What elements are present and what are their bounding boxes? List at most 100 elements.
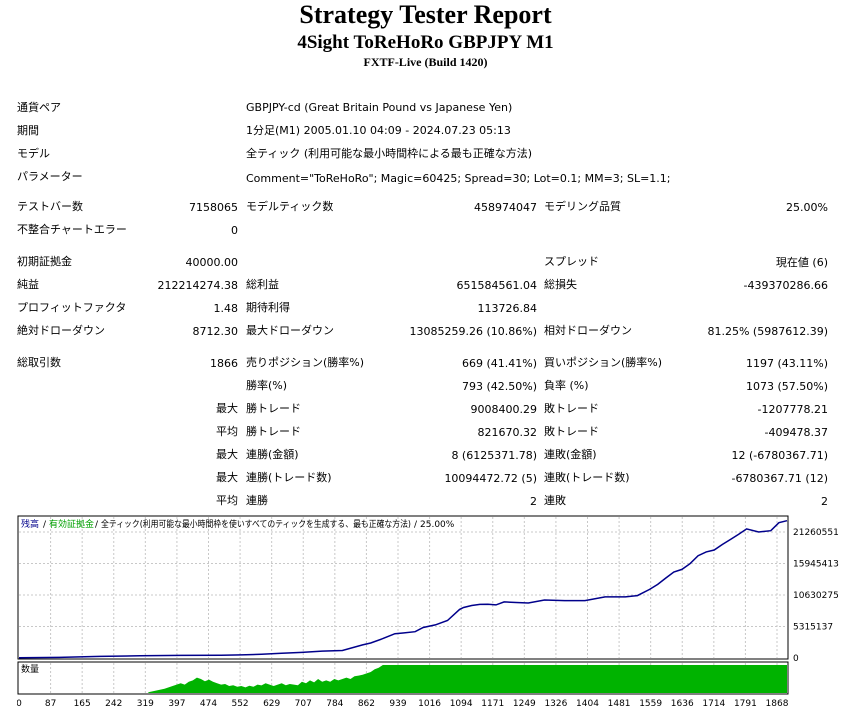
avg-loss-value: -409478.37 xyxy=(764,426,828,439)
avg-win-value: 821670.32 xyxy=(477,426,538,439)
total-trades-label: 総取引数 xyxy=(17,356,61,369)
x-tick-label: 242 xyxy=(105,699,122,709)
max-win-label: 勝トレード xyxy=(246,402,301,415)
max-loss-value: -1207778.21 xyxy=(757,403,828,416)
params-label: パラメーター xyxy=(17,170,83,183)
x-tick-label: 862 xyxy=(358,699,375,709)
x-tick-label: 1868 xyxy=(766,699,789,709)
gross-profit-value: 651584561.04 xyxy=(456,279,537,292)
x-axis: 0 87 165 242 319 397 474 552 629 707 784 862 939 1016… xyxy=(17,699,789,709)
x-tick-label: 1559 xyxy=(639,699,662,709)
report-title: Strategy Tester Report xyxy=(299,0,552,29)
ticks-value: 458974047 xyxy=(474,201,537,214)
y-tick-label: 5315137 xyxy=(793,623,833,633)
volume-frame xyxy=(17,661,789,695)
rel-dd-value: 81.25% (5987612.39) xyxy=(707,325,828,338)
consec-win-money-label: 連勝(金額) xyxy=(246,448,299,461)
y-tick-label: 0 xyxy=(793,654,799,664)
max-dd-value: 13085259.26 (10.86%) xyxy=(409,325,537,338)
y-tick-label: 21260551 xyxy=(793,528,839,538)
net-label: 純益 xyxy=(17,278,39,291)
total-trades-value: 1866 xyxy=(210,357,238,370)
bars-value: 7158065 xyxy=(189,201,238,214)
y-tick-label: 10630275 xyxy=(793,591,839,601)
mismatch-value: 0 xyxy=(231,224,238,237)
x-tick-label: 707 xyxy=(295,699,312,709)
short-label: 売りポジション(勝率%) xyxy=(246,356,365,369)
x-tick-label: 319 xyxy=(137,699,154,709)
x-tick-label: 784 xyxy=(326,699,343,709)
period-label: 期間 xyxy=(17,124,39,137)
x-tick-label: 474 xyxy=(200,699,217,709)
avg-word-2: 平均 xyxy=(216,494,238,507)
max-word: 最大 xyxy=(216,402,238,415)
gross-profit-label: 総利益 xyxy=(246,278,279,291)
gross-loss-value: -439370286.66 xyxy=(743,279,828,292)
consec-loss-money-value: 12 (-6780367.71) xyxy=(731,449,828,462)
deposit-label: 初期証拠金 xyxy=(17,255,72,268)
short-value: 669 (41.41%) xyxy=(461,357,537,370)
spread-label: スプレッド xyxy=(544,255,599,268)
legend-quality: 25.00% xyxy=(420,520,455,530)
max-word-2: 最大 xyxy=(216,448,238,461)
params-value: Comment="ToReHoRo"; Magic=60425; Spread=… xyxy=(246,172,671,185)
x-tick-label: 1714 xyxy=(702,699,725,709)
net-value: 212214274.38 xyxy=(157,279,238,292)
x-tick-label: 397 xyxy=(168,699,185,709)
long-value: 1197 (43.11%) xyxy=(745,357,828,370)
x-tick-label: 0 xyxy=(17,699,22,709)
legend-balance: 残高 xyxy=(21,518,39,530)
server-build: FXTF-Live (Build 1420) xyxy=(363,55,488,69)
volume-area xyxy=(148,665,788,693)
x-tick-label: 1791 xyxy=(734,699,757,709)
expected-label: 期待利得 xyxy=(246,301,290,314)
balance-chart: 残高 / 有効証拠金 / 全ティック(利用可能な最小時間枠を使いすべてのティック… xyxy=(17,515,839,709)
x-tick-label: 1094 xyxy=(450,699,473,709)
balance-line xyxy=(18,519,788,659)
spread-value: 現在値 (6) xyxy=(775,256,828,269)
avg-loss-label: 敗トレード xyxy=(544,425,599,438)
legend-sep1: / xyxy=(43,520,47,530)
consec-win-money-value: 8 (6125371.78) xyxy=(451,449,537,462)
avg-win-label: 勝トレード xyxy=(246,425,301,438)
quality-label: モデリング品質 xyxy=(544,200,621,213)
symbol-value: GBPJPY-cd (Great Britain Pound vs Japane… xyxy=(246,101,513,114)
max-word-3: 最大 xyxy=(216,471,238,484)
pf-value: 1.48 xyxy=(213,302,239,315)
long-label: 買いポジション(勝率%) xyxy=(544,356,663,369)
pf-label: プロフィットファクタ xyxy=(17,301,127,314)
consec-loss-count-label: 連敗(トレード数) xyxy=(544,471,630,484)
x-tick-label: 87 xyxy=(45,699,56,709)
x-tick-label: 1171 xyxy=(481,699,504,709)
consec-loss-money-label: 連敗(金額) xyxy=(544,448,597,461)
win-pct-label: 勝率(%) xyxy=(246,379,288,392)
x-tick-label: 1016 xyxy=(418,699,441,709)
mismatch-label: 不整合チャートエラー xyxy=(17,223,127,236)
legend-sep2: / xyxy=(95,520,99,530)
consec-loss-count-value: -6780367.71 (12) xyxy=(731,472,828,485)
symbol-label: 通貨ペア xyxy=(17,101,61,114)
x-tick-label: 552 xyxy=(231,699,248,709)
y-axis: 21260551 15945413 10630275 5315137 0 xyxy=(793,528,839,664)
x-tick-label: 1249 xyxy=(513,699,536,709)
x-tick-label: 1404 xyxy=(576,699,599,709)
model-label: モデル xyxy=(17,147,50,160)
volume-label: 数量 xyxy=(21,663,39,675)
chart-frame xyxy=(17,515,789,660)
max-win-value: 9008400.29 xyxy=(470,403,537,416)
chart-grid xyxy=(19,517,787,658)
bars-label: テストバー数 xyxy=(17,200,83,213)
avg-consec-loss-label: 連敗 xyxy=(544,494,566,507)
consec-win-count-label: 連勝(トレード数) xyxy=(246,471,332,484)
loss-pct-label: 負率 (%) xyxy=(544,379,589,392)
gross-loss-label: 総損失 xyxy=(544,278,577,291)
avg-consec-win-label: 連勝 xyxy=(246,494,268,507)
x-tick-label: 1636 xyxy=(671,699,694,709)
x-tick-label: 939 xyxy=(389,699,406,709)
avg-consec-win-value: 2 xyxy=(530,495,537,508)
avg-consec-loss-value: 2 xyxy=(821,495,828,508)
avg-word: 平均 xyxy=(216,425,238,438)
x-tick-label: 165 xyxy=(74,699,91,709)
rel-dd-label: 相対ドローダウン xyxy=(544,324,632,337)
x-tick-label: 1481 xyxy=(608,699,631,709)
